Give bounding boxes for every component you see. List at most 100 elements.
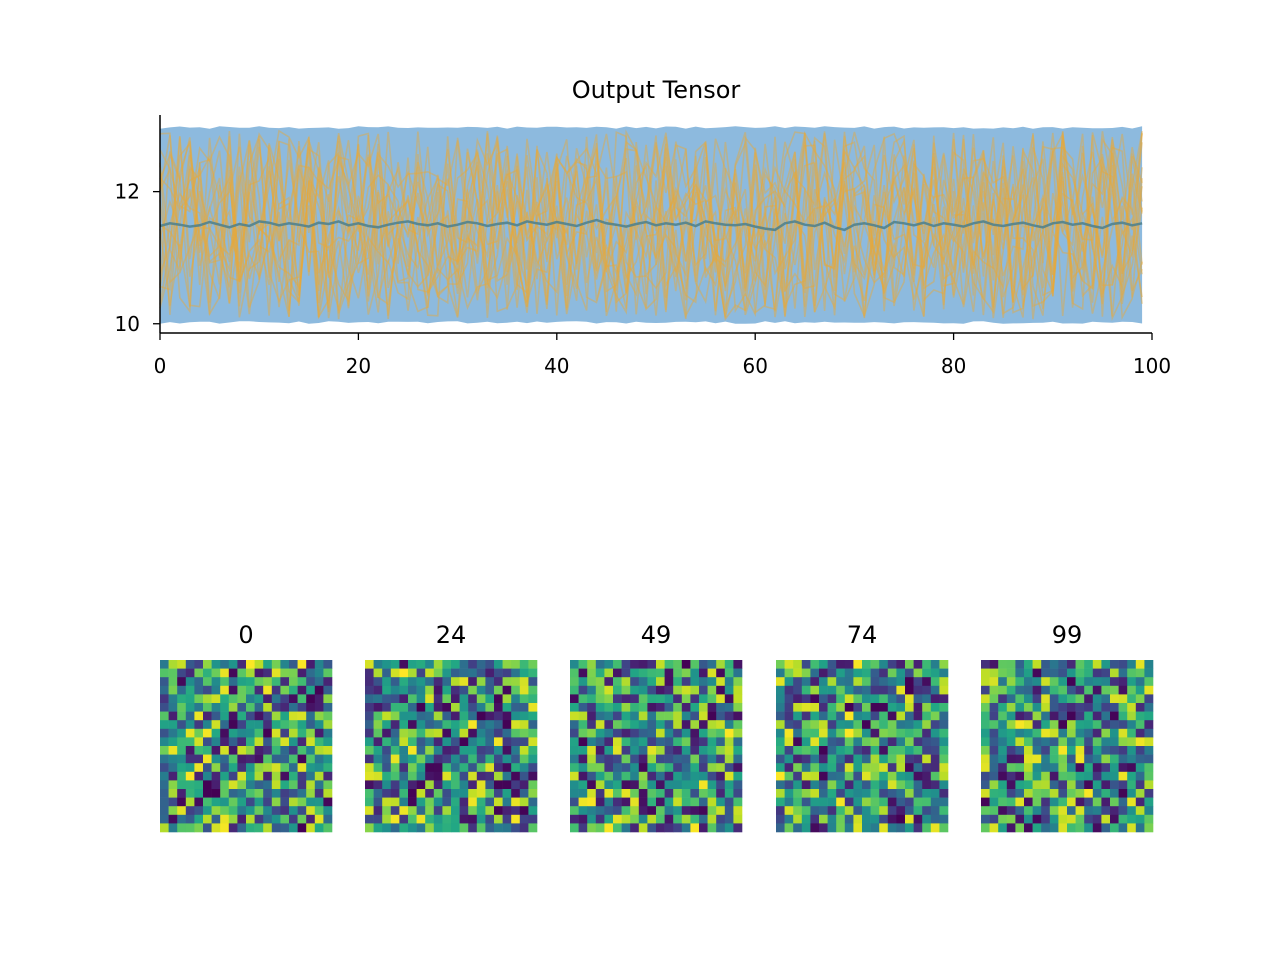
heatmap-cell	[998, 806, 1008, 816]
heatmap-cell	[314, 660, 324, 669]
heatmap-cell	[604, 771, 614, 781]
heatmap-cell	[647, 814, 657, 824]
heatmap-cell	[528, 754, 538, 764]
heatmap-cell	[519, 797, 529, 807]
heatmap-title: 49	[641, 621, 672, 649]
heatmap-cell	[733, 703, 743, 712]
heatmap-cell	[699, 685, 708, 695]
heatmap-cell	[494, 668, 503, 678]
heatmap-cell	[930, 685, 940, 695]
heatmap-cell	[827, 720, 837, 730]
heatmap-cell	[733, 728, 743, 738]
heatmap-cell	[681, 763, 691, 773]
heatmap-cell	[1127, 754, 1137, 764]
heatmap-cell	[271, 737, 281, 747]
heatmap-cell	[630, 668, 640, 678]
heatmap-cell	[203, 754, 212, 764]
heatmap-cell	[1075, 694, 1085, 704]
heatmap-cell	[1075, 814, 1085, 824]
heatmap-cell	[433, 728, 443, 738]
heatmap-cell	[776, 694, 785, 704]
heatmap-cell	[870, 780, 880, 790]
heatmap-cell	[673, 685, 683, 695]
heatmap-cell	[905, 677, 914, 687]
heatmap-cell	[433, 737, 443, 747]
heatmap-cell	[289, 746, 298, 755]
heatmap-cell	[1058, 814, 1068, 824]
heatmap-cell	[528, 823, 538, 833]
heatmap-cell	[733, 754, 743, 764]
heatmap-cell	[578, 703, 588, 712]
heatmap-cell	[220, 711, 230, 721]
heatmap-cell	[853, 685, 863, 695]
heatmap-cell	[297, 728, 307, 738]
heatmap-cell	[724, 823, 734, 833]
heatmap-cell	[365, 823, 374, 833]
heatmap-cell	[827, 746, 837, 755]
heatmap-cell	[801, 797, 811, 807]
heatmap-cell	[211, 677, 221, 687]
heatmap-cell	[939, 685, 949, 695]
heatmap-cell	[306, 789, 316, 798]
heatmap-cell	[998, 737, 1008, 747]
heatmap-cell	[913, 789, 923, 798]
heatmap-cell	[263, 677, 273, 687]
heatmap-cell	[1118, 746, 1128, 755]
heatmap-cell	[1127, 728, 1137, 738]
heatmap-cell	[502, 711, 512, 721]
heatmap-cell	[519, 746, 529, 755]
heatmap-cell	[1032, 694, 1042, 704]
heatmap-cell	[707, 694, 717, 704]
heatmap-cell	[211, 754, 221, 764]
heatmap-cell	[621, 789, 631, 798]
heatmap-cell	[1127, 746, 1137, 755]
heatmap-cell	[989, 754, 999, 764]
heatmap-cell	[1092, 771, 1102, 781]
heatmap-cell	[630, 711, 640, 721]
heatmap-cell	[314, 806, 324, 816]
heatmap-cell	[168, 703, 178, 712]
heatmap-cell	[733, 763, 743, 773]
heatmap-cell	[879, 797, 889, 807]
heatmap-cell	[476, 737, 486, 747]
heatmap-cell	[263, 746, 273, 755]
heatmap-cell	[844, 806, 854, 816]
heatmap-cell	[1049, 660, 1059, 669]
heatmap-cell	[511, 720, 521, 730]
heatmap-cell	[382, 763, 392, 773]
heatmap-cell	[459, 728, 469, 738]
heatmap-cell	[707, 660, 717, 669]
heatmap-cell	[1067, 797, 1076, 807]
heatmap-cell	[323, 823, 333, 833]
heatmap-cell	[690, 737, 700, 747]
heatmap-cell	[451, 711, 460, 721]
heatmap-cell	[289, 771, 298, 781]
heatmap-cell	[656, 789, 665, 798]
heatmap-cell	[1127, 789, 1137, 798]
heatmap-cell	[930, 746, 940, 755]
heatmap-cell	[922, 754, 932, 764]
heatmap-cell	[280, 746, 290, 755]
heatmap-cell	[211, 780, 221, 790]
heatmap-cell	[989, 685, 999, 695]
heatmap-cell	[793, 823, 803, 833]
heatmap-cell	[1006, 797, 1016, 807]
heatmap-cell	[246, 797, 255, 807]
heatmap-cell	[1101, 797, 1111, 807]
heatmap-cell	[981, 746, 990, 755]
heatmap-cell	[194, 677, 204, 687]
heatmap-cell	[1041, 797, 1051, 807]
heatmap-cell	[613, 711, 622, 721]
heatmap-cell	[853, 703, 863, 712]
heatmap-cell	[416, 797, 426, 807]
heatmap-cell	[228, 660, 238, 669]
heatmap-cell	[399, 703, 409, 712]
heatmap-cell	[519, 711, 529, 721]
heatmap-cell	[681, 754, 691, 764]
heatmap-cell	[485, 685, 495, 695]
heatmap-cell	[1127, 797, 1137, 807]
heatmap-cell	[870, 806, 880, 816]
heatmap-cell	[981, 797, 990, 807]
heatmap-cell	[485, 823, 495, 833]
heatmap-cell	[211, 806, 221, 816]
